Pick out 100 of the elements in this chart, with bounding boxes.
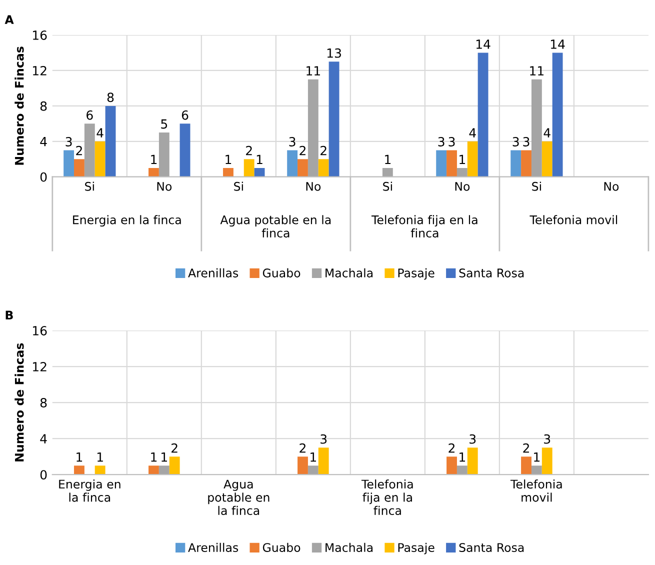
data-label: 4 [469, 128, 476, 138]
bar [308, 466, 318, 475]
bar [74, 466, 84, 475]
bar [244, 159, 254, 177]
x-tick-label: Si [532, 182, 541, 191]
legend-label: Pasaje [398, 268, 434, 280]
data-label: 3 [438, 136, 444, 146]
bar [84, 124, 95, 177]
data-label: 3 [320, 434, 327, 444]
bar [328, 62, 340, 177]
data-label: 4 [96, 128, 104, 138]
data-label: 6 [182, 110, 188, 120]
data-label: 1 [460, 154, 466, 164]
bar [180, 124, 190, 177]
legend-label: Santa Rosa [459, 268, 524, 278]
y-axis-title: Numero de Fincas [14, 46, 24, 165]
legend-label: Arenillas [188, 542, 238, 552]
bar [169, 456, 180, 475]
y-tick-label: 0 [40, 470, 47, 480]
y-tick-label: 8 [40, 398, 47, 408]
bar [446, 150, 457, 177]
x-tick-label: No [455, 182, 470, 191]
bar [64, 150, 74, 177]
y-tick-label: 16 [33, 30, 47, 40]
bar [467, 448, 478, 475]
data-label: 2 [320, 146, 326, 156]
text: Agua potable en la finca [220, 215, 331, 238]
data-label: 3 [512, 136, 519, 146]
bar [318, 448, 329, 475]
data-label: 2 [448, 443, 454, 453]
y-tick-label: 12 [33, 362, 46, 372]
bar [467, 141, 478, 177]
chart-title: A [4, 15, 14, 24]
data-label: 2 [172, 443, 178, 453]
data-label: 2 [300, 443, 306, 453]
bar [94, 466, 106, 475]
bar [456, 466, 468, 475]
data-label: 1 [385, 154, 390, 164]
x-tick-label: Si [85, 182, 94, 191]
data-label: 11 [306, 66, 320, 76]
data-label: 1 [97, 452, 103, 462]
y-tick-label: 12 [33, 66, 46, 76]
data-label: 1 [162, 452, 167, 462]
bar [382, 168, 393, 177]
data-label: 3 [289, 136, 296, 146]
data-label: 11 [530, 66, 544, 76]
bar [478, 52, 488, 177]
bar [521, 456, 532, 475]
data-label: 1 [151, 452, 157, 462]
data-label: 3 [448, 136, 455, 146]
x-tick-label: Si [383, 182, 392, 191]
bar [456, 168, 468, 177]
bar [308, 79, 318, 177]
x-tick-label: Agua potable en la finca [208, 480, 270, 516]
y-tick-label: 0 [40, 172, 47, 182]
legend-label: Machala [326, 542, 373, 552]
data-label: 1 [151, 154, 157, 164]
chart-title: B [6, 310, 13, 320]
bar [74, 159, 84, 177]
data-label: 2 [246, 146, 252, 156]
bar [552, 52, 563, 177]
text: Energia en la finca [73, 215, 181, 227]
x-tick-label: Si [234, 182, 243, 191]
data-label: 5 [161, 119, 168, 129]
data-label: 6 [86, 110, 93, 120]
y-tick-label: 16 [33, 326, 47, 336]
bar [510, 150, 522, 177]
bar [158, 132, 170, 177]
legend-label: Pasaje [398, 542, 434, 554]
data-label: 1 [226, 154, 232, 164]
bar [446, 456, 457, 475]
text: Telefonia fija en la finca [371, 215, 478, 238]
bar [223, 168, 234, 177]
x-tick-label: Telefonia fija en la finca [361, 479, 413, 516]
data-label: 4 [544, 128, 550, 138]
legend-label: Arenillas [188, 268, 238, 278]
bar [148, 466, 159, 475]
bar [94, 141, 106, 177]
bar [158, 466, 170, 475]
legend-label: Santa Rosa [459, 543, 524, 552]
x-tick-label: Energia en la finca [59, 479, 120, 502]
bar [148, 168, 159, 177]
x-tick-label: No [604, 182, 619, 191]
data-label: 14 [476, 40, 490, 49]
data-label: 3 [523, 136, 530, 146]
bar [287, 150, 298, 177]
data-label: 3 [544, 434, 550, 444]
data-label: 1 [460, 452, 466, 462]
legend-label: Guabo [262, 268, 300, 278]
bar [521, 150, 532, 177]
y-axis-title: Numero de Fincas [14, 343, 24, 462]
data-label: 2 [76, 146, 82, 156]
data-label: 8 [107, 92, 114, 102]
data-label: 13 [327, 48, 341, 58]
y-tick-label: 8 [40, 101, 47, 111]
y-tick-label: 4 [40, 434, 47, 444]
data-label: 3 [470, 434, 476, 444]
bar [298, 159, 308, 177]
data-label: 1 [310, 452, 316, 462]
data-label: 1 [76, 452, 82, 462]
